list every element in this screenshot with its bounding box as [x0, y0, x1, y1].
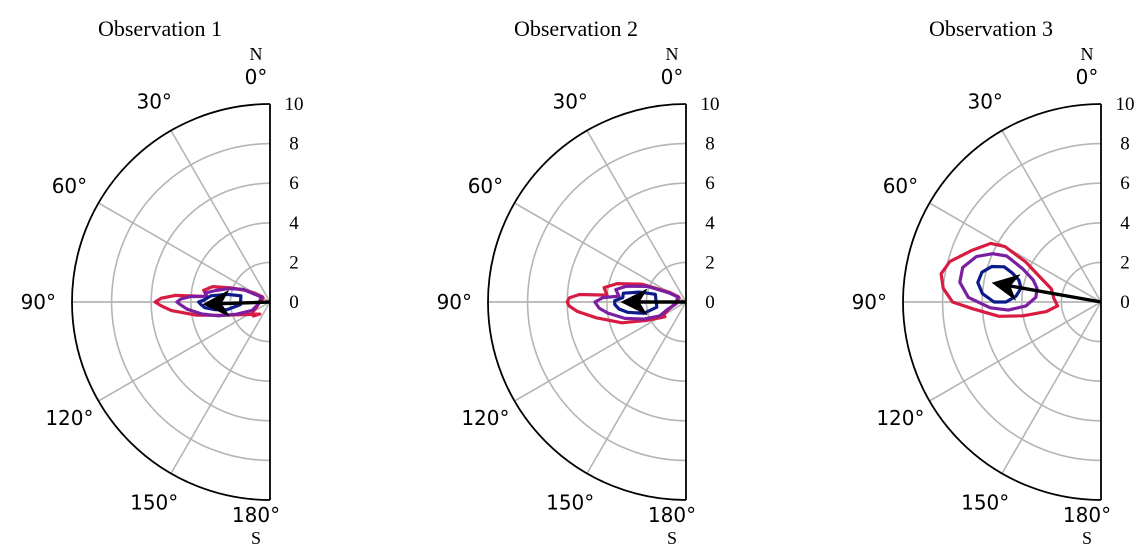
angular-gridline	[586, 130, 687, 303]
theta-tick-label: 30°	[967, 89, 1002, 113]
radial-tick-label: 8	[705, 134, 715, 155]
angular-gridline	[170, 301, 271, 474]
theta-tick-label: 180°	[1063, 503, 1111, 527]
angular-gridline	[1001, 301, 1102, 474]
theta-tick-label: 90°	[437, 290, 472, 314]
theta-tick-label: 0°	[245, 65, 268, 89]
theta-tick-label: 90°	[852, 290, 887, 314]
theta-tick-label: 180°	[648, 503, 696, 527]
south-label: S	[1082, 528, 1092, 548]
theta-tick-label: 150°	[961, 491, 1009, 515]
theta-tick-label: 120°	[461, 406, 509, 430]
angular-gridline	[586, 301, 687, 474]
radial-tick-label: 2	[289, 252, 299, 273]
contour-line	[593, 284, 680, 321]
north-label: N	[666, 44, 679, 64]
south-label: S	[251, 528, 261, 548]
north-label: N	[1081, 44, 1094, 64]
radial-tick-label: 10	[1116, 94, 1135, 115]
theta-tick-label: 150°	[546, 491, 594, 515]
contour-line	[939, 241, 1060, 318]
radial-tick-label: 4	[1120, 213, 1130, 234]
radial-tick-label: 8	[289, 134, 299, 155]
radial-tick-label: 0	[705, 292, 715, 313]
theta-tick-label: 150°	[130, 491, 178, 515]
radial-tick-label: 4	[289, 213, 299, 234]
panel-title: Observation 3	[929, 16, 1053, 41]
angular-gridline	[98, 301, 271, 402]
theta-tick-label: 0°	[1076, 65, 1099, 89]
theta-tick-label: 60°	[52, 174, 87, 198]
radial-tick-label: 2	[1120, 252, 1130, 273]
mean-direction-arrow	[991, 274, 1102, 304]
panel-title: Observation 1	[98, 16, 222, 41]
radial-tick-label: 6	[289, 173, 299, 194]
north-label: N	[250, 44, 263, 64]
polar-panel: Observation 1 0° 30° 60° 90° 120° 150° 180° N S 0…	[21, 16, 304, 548]
radial-tick-label: 8	[1120, 134, 1130, 155]
mean-direction-arrow	[202, 289, 271, 317]
angular-gridline	[514, 202, 687, 303]
polar-panel: Observation 3 0° 30° 60° 90° 120° 150° 180° N S 0…	[852, 16, 1135, 548]
theta-tick-label: 30°	[552, 89, 587, 113]
radial-tick-label: 4	[705, 213, 715, 234]
theta-tick-label: 0°	[661, 65, 684, 89]
radial-tick-label: 6	[705, 173, 715, 194]
radial-tick-label: 0	[289, 292, 299, 313]
theta-tick-label: 120°	[876, 406, 924, 430]
angular-gridline	[929, 301, 1102, 402]
radial-tick-label: 10	[285, 94, 304, 115]
theta-tick-label: 60°	[883, 174, 918, 198]
theta-tick-label: 30°	[136, 89, 171, 113]
contour-line	[958, 252, 1039, 312]
south-label: S	[667, 528, 677, 548]
contour-line	[175, 286, 263, 318]
angular-gridline	[170, 130, 271, 303]
angular-gridline	[1001, 130, 1102, 303]
theta-tick-label: 90°	[21, 290, 56, 314]
theta-tick-label: 180°	[232, 503, 280, 527]
theta-tick-label: 120°	[45, 406, 93, 430]
radial-tick-label: 0	[1120, 292, 1130, 313]
polar-panel: Observation 2 0° 30° 60° 90° 120° 150° 180° N S 0…	[437, 16, 720, 548]
polar-frame-arc	[487, 103, 687, 501]
angular-gridline	[98, 202, 271, 303]
radial-tick-label: 6	[1120, 173, 1130, 194]
polar-frame-arc	[71, 103, 271, 501]
radial-tick-label: 10	[701, 94, 720, 115]
polar-frame-arc	[902, 103, 1102, 501]
panel-title: Observation 2	[514, 16, 638, 41]
theta-tick-label: 60°	[468, 174, 503, 198]
radial-tick-label: 2	[705, 252, 715, 273]
